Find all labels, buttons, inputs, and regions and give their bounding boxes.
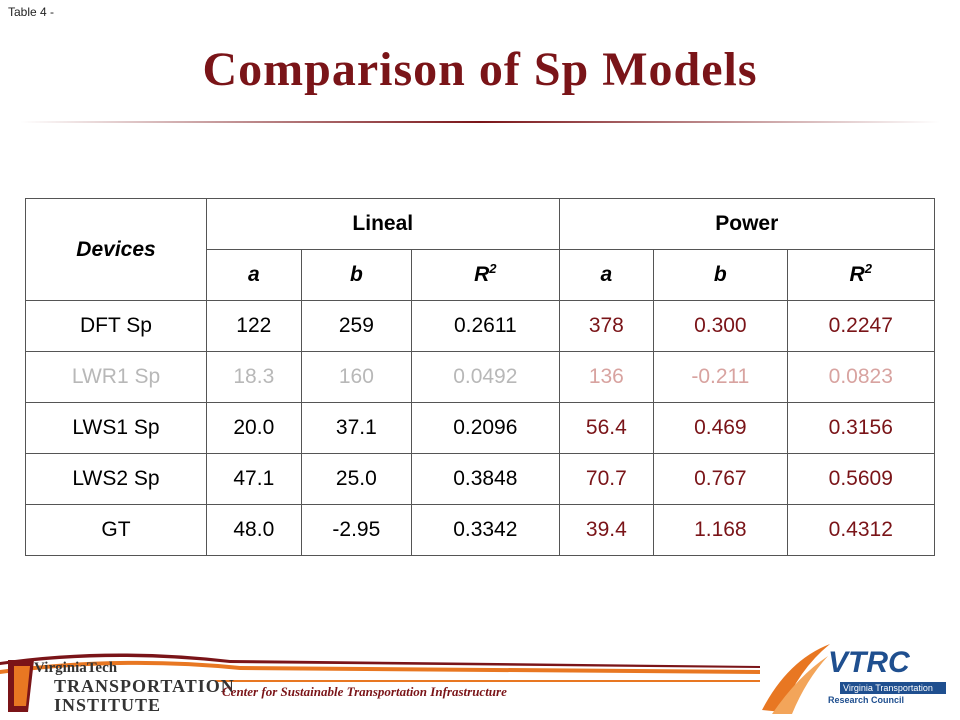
power-value-cell: 56.4 (558, 402, 655, 454)
device-cell: LWS2 Sp (25, 453, 207, 505)
power-value-cell: 0.300 (653, 300, 788, 352)
lineal-value-cell: 48.0 (206, 504, 302, 556)
vtrc-subtitle-1: Virginia Transportation (840, 682, 946, 694)
lineal-value-cell: -2.95 (300, 504, 413, 556)
sub-header-0: a (206, 249, 302, 301)
title-divider (20, 121, 940, 123)
power-value-cell: 0.767 (653, 453, 788, 505)
vtrc-subtitle-2: Research Council (828, 695, 905, 705)
vt-transportation-logo (8, 660, 34, 712)
slide-label: Table 4 - (8, 5, 55, 19)
sub-header-5: R2 (786, 249, 936, 301)
vtrc-wordmark: VTRC (828, 646, 910, 679)
power-value-cell: 0.0823 (786, 351, 936, 403)
lineal-value-cell: 0.3342 (411, 504, 560, 556)
power-value-cell: -0.211 (653, 351, 788, 403)
vt-logo-line3: INSTITUTE (54, 695, 162, 715)
sp-models-table: Devices Lineal Power a b R2 a b R2 DFT Sp 122 2… (25, 198, 936, 556)
lineal-value-cell: 47.1 (206, 453, 302, 505)
power-value-cell: 0.3156 (786, 402, 936, 454)
sub-header-letter: a (247, 263, 260, 286)
power-value-cell: 0.4312 (786, 504, 936, 556)
lineal-value-cell: 37.1 (300, 402, 413, 454)
lineal-value-cell: 259 (300, 300, 413, 352)
vt-logo-line1: VirginiaTech (34, 660, 118, 676)
device-cell: GT (25, 504, 207, 556)
lineal-value-cell: 0.3848 (411, 453, 560, 505)
sub-header-3: a (558, 249, 655, 301)
power-value-cell: 0.2247 (786, 300, 936, 352)
sub-header-letter: b (713, 263, 727, 286)
sub-header-row: a b R2 a b R2 (26, 249, 936, 301)
lineal-value-cell: 160 (300, 351, 413, 403)
sub-header-superscript: 2 (489, 261, 497, 276)
device-cell: LWR1 Sp (25, 351, 207, 403)
power-value-cell: 70.7 (558, 453, 655, 505)
lineal-value-cell: 25.0 (300, 453, 413, 505)
device-cell: DFT Sp (25, 300, 207, 352)
power-value-cell: 0.5609 (786, 453, 936, 505)
vtrc-logo (762, 644, 830, 714)
table-row: GT 48.0 -2.95 0.3342 39.4 1.168 0.4312 (25, 504, 936, 556)
power-value-cell: 39.4 (558, 504, 655, 556)
footer-swoosh (0, 653, 760, 682)
sub-header-2: R2 (411, 249, 560, 301)
table-row: DFT Sp 122 259 0.2611 378 0.300 0.2247 (25, 300, 936, 352)
sub-header-letter: R (849, 263, 865, 286)
lineal-value-cell: 18.3 (206, 351, 302, 403)
table-row: LWS1 Sp 20.0 37.1 0.2096 56.4 0.469 0.3156 (25, 402, 936, 454)
power-value-cell: 136 (558, 351, 655, 403)
lineal-value-cell: 0.2096 (411, 402, 560, 454)
devices-header: Devices (25, 198, 207, 301)
sub-header-4: b (653, 249, 788, 301)
power-value-cell: 0.469 (653, 402, 788, 454)
sub-header-letter: R (474, 263, 490, 286)
power-value-cell: 1.168 (653, 504, 788, 556)
power-value-cell: 378 (558, 300, 655, 352)
table-row: LWS2 Sp 47.1 25.0 0.3848 70.7 0.767 0.5609 (25, 453, 936, 505)
table-row: LWR1 Sp 18.3 160 0.0492 136 -0.211 0.0823 (25, 351, 936, 403)
footer-center-text: Center for Sustainable Transportation In… (222, 684, 507, 699)
device-cell: LWS1 Sp (25, 402, 207, 454)
sub-header-letter: a (600, 263, 613, 286)
lineal-value-cell: 122 (206, 300, 302, 352)
sub-header-1: b (300, 249, 413, 301)
vt-logo-line2: TRANSPORTATION (54, 676, 235, 696)
lineal-value-cell: 20.0 (206, 402, 302, 454)
lineal-value-cell: 0.2611 (411, 300, 560, 352)
table-body: DFT Sp 122 259 0.2611 378 0.300 0.2247 LWR1 Sp 1… (25, 300, 936, 556)
sub-header-letter: b (349, 263, 363, 286)
page-title: Comparison of Sp Models (202, 43, 758, 96)
lineal-header: Lineal (206, 198, 560, 250)
lineal-value-cell: 0.0492 (411, 351, 560, 403)
sub-header-superscript: 2 (864, 261, 872, 276)
power-header: Power (558, 198, 936, 250)
